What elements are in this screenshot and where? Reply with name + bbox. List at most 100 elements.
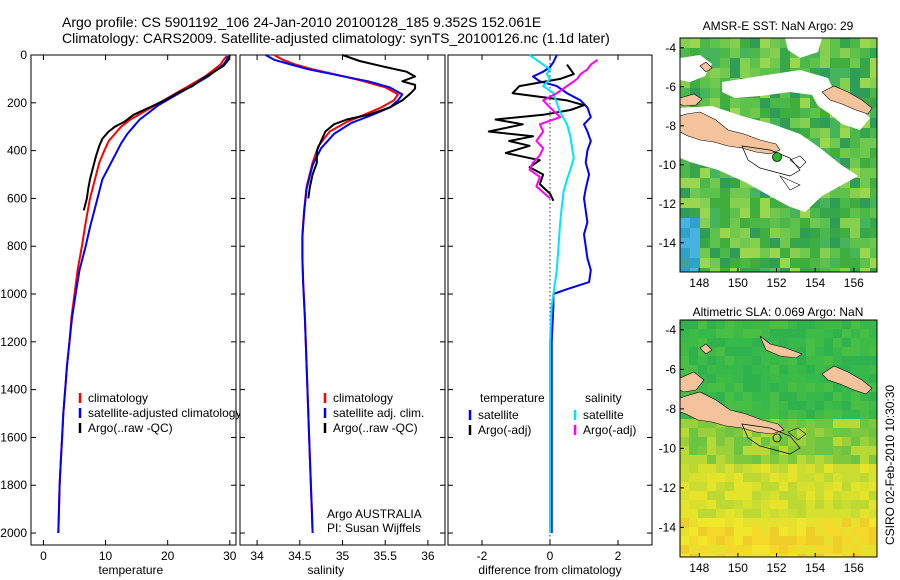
sla-cell — [842, 482, 851, 491]
sst-cell — [800, 238, 810, 248]
argo-float-marker — [772, 152, 782, 162]
sst-cell — [870, 188, 877, 198]
sla-cell — [788, 329, 797, 338]
sla-cell — [851, 365, 860, 374]
sst-cell — [840, 238, 850, 248]
legend-label: climatology — [88, 391, 148, 405]
sla-cell — [797, 536, 806, 545]
sla-cell — [689, 518, 698, 527]
sla-cell — [869, 428, 877, 437]
sla-cell — [725, 329, 734, 338]
sla-cell — [707, 536, 716, 545]
sla-cell — [797, 464, 806, 473]
sla-cell — [761, 392, 770, 401]
sst-cell — [850, 68, 860, 78]
sla-cell — [707, 329, 716, 338]
sst-cell — [700, 48, 710, 58]
sst-cell — [750, 238, 760, 248]
sst-cell — [770, 98, 780, 108]
sla-cell — [761, 527, 770, 536]
sst-cell — [810, 258, 820, 268]
sst-cell — [730, 218, 740, 228]
sst-cell — [760, 238, 770, 248]
sst-cell — [760, 268, 770, 272]
sla-cell — [761, 365, 770, 374]
sst-cell — [750, 48, 760, 58]
sst-cell — [860, 268, 870, 272]
pi-annotation: PI: Susan Wijffels — [327, 521, 421, 535]
sst-cell — [730, 108, 740, 118]
sla-cell — [734, 491, 743, 500]
sla-cell — [752, 347, 761, 356]
x-tick-label: 34.5 — [288, 549, 312, 563]
sla-cell — [833, 500, 842, 509]
sst-cell — [840, 38, 850, 48]
sst-cell — [680, 38, 690, 48]
sla-cell — [734, 428, 743, 437]
sst-cell — [870, 208, 877, 218]
sst-cell — [710, 48, 720, 58]
sst-cell — [750, 248, 760, 258]
sst-cell — [750, 68, 760, 78]
sla-cell — [797, 500, 806, 509]
sla-cell — [824, 455, 833, 464]
sla-cell — [806, 374, 815, 383]
sla-cell — [851, 347, 860, 356]
sst-cell — [730, 268, 740, 272]
sla-cell — [752, 410, 761, 419]
sst-cell — [740, 218, 750, 228]
sla-cell — [761, 356, 770, 365]
sla-cell — [752, 392, 761, 401]
sla-cell — [869, 536, 877, 545]
sst-cell — [770, 118, 780, 128]
legend-group-title: salinity — [585, 391, 622, 405]
sla-cell — [707, 374, 716, 383]
sla-cell — [689, 347, 698, 356]
sst-cell — [790, 238, 800, 248]
sla-cell — [770, 338, 779, 347]
sla-cell — [770, 329, 779, 338]
x-tick-label: 0 — [547, 549, 554, 563]
sla-cell — [680, 428, 689, 437]
sla-cell — [788, 464, 797, 473]
map-x-tick-label: 156 — [844, 561, 864, 575]
sla-cell — [716, 518, 725, 527]
sla-cell — [716, 536, 725, 545]
sla-cell — [680, 347, 689, 356]
sst-cell — [830, 38, 840, 48]
sst-cell — [760, 38, 770, 48]
sst-cell — [870, 198, 877, 208]
map-x-tick-label: 152 — [767, 276, 787, 290]
sla-cell — [869, 518, 877, 527]
sst-cell — [790, 88, 800, 98]
sla-cell — [725, 446, 734, 455]
map-x-tick-label: 148 — [689, 276, 709, 290]
sst-cell — [770, 108, 780, 118]
sla-cell — [707, 491, 716, 500]
sla-cell — [770, 356, 779, 365]
sla-cell — [698, 383, 707, 392]
sla-cell — [788, 419, 797, 428]
sst-cell — [700, 188, 710, 198]
sla-cell — [698, 455, 707, 464]
sst-cell — [870, 248, 877, 258]
sst-cell — [780, 118, 790, 128]
sla-cell — [716, 338, 725, 347]
sla-cell — [869, 509, 877, 518]
sst-cell — [870, 58, 877, 68]
sst-cell — [870, 258, 877, 268]
sla-cell — [797, 428, 806, 437]
sla-cell — [797, 419, 806, 428]
sst-cell — [690, 218, 700, 228]
sla-cell — [689, 428, 698, 437]
sla-cell — [680, 500, 689, 509]
y-tick-label: 1000 — [0, 287, 27, 301]
sst-cell — [830, 228, 840, 238]
sst-cell — [720, 258, 730, 268]
sla-cell — [815, 491, 824, 500]
sla-cell — [716, 365, 725, 374]
sst-cell — [780, 228, 790, 238]
sla-cell — [779, 428, 788, 437]
sst-cell — [740, 68, 750, 78]
sst-cell — [690, 258, 700, 268]
